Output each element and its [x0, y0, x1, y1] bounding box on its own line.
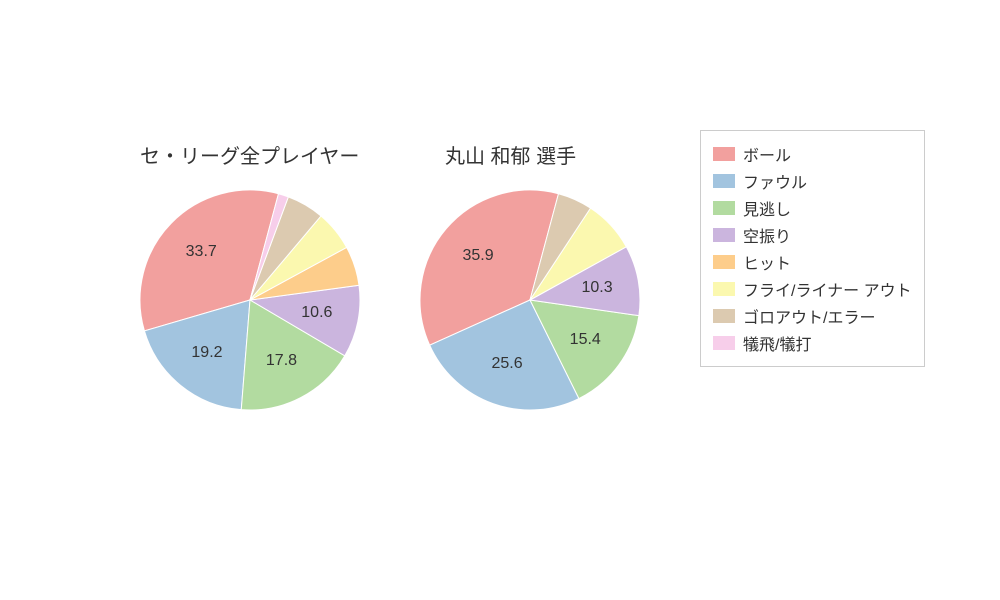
legend-label-swing: 空振り: [743, 223, 791, 247]
legend-label-grounderr: ゴロアウト/エラー: [743, 304, 875, 328]
legend-swatch-looking: [713, 201, 735, 215]
legend-label-foul: ファウル: [743, 169, 807, 193]
legend-swatch-sac: [713, 336, 735, 350]
pie-svg-player: [420, 190, 640, 410]
pie-league: 33.719.217.810.6: [140, 190, 360, 410]
legend-label-flyliner: フライ/ライナー アウト: [743, 277, 912, 301]
chart-player-title: 丸山 和郁 選手: [445, 140, 576, 169]
legend-item-grounderr: ゴロアウト/エラー: [713, 304, 912, 328]
legend-item-ball: ボール: [713, 142, 912, 166]
pie-player: 35.925.615.410.3: [420, 190, 640, 410]
legend-swatch-swing: [713, 228, 735, 242]
legend-swatch-hit: [713, 255, 735, 269]
legend-item-foul: ファウル: [713, 169, 912, 193]
legend-label-ball: ボール: [743, 142, 791, 166]
legend-label-sac: 犠飛/犠打: [743, 331, 811, 355]
chart-player: 丸山 和郁 選手: [445, 140, 576, 179]
legend-item-swing: 空振り: [713, 223, 912, 247]
chart-league: セ・リーグ全プレイヤー: [140, 140, 359, 179]
legend-item-flyliner: フライ/ライナー アウト: [713, 277, 912, 301]
legend-swatch-foul: [713, 174, 735, 188]
legend-item-sac: 犠飛/犠打: [713, 331, 912, 355]
legend-swatch-grounderr: [713, 309, 735, 323]
chart-container: セ・リーグ全プレイヤー 33.719.217.810.6 丸山 和郁 選手 35…: [0, 0, 1000, 600]
pie-svg-league: [140, 190, 360, 410]
legend-swatch-flyliner: [713, 282, 735, 296]
legend-label-looking: 見逃し: [743, 196, 791, 220]
legend: ボールファウル見逃し空振りヒットフライ/ライナー アウトゴロアウト/エラー犠飛/…: [700, 130, 925, 367]
chart-league-title: セ・リーグ全プレイヤー: [140, 140, 359, 169]
legend-item-looking: 見逃し: [713, 196, 912, 220]
legend-swatch-ball: [713, 147, 735, 161]
legend-label-hit: ヒット: [743, 250, 791, 274]
legend-item-hit: ヒット: [713, 250, 912, 274]
